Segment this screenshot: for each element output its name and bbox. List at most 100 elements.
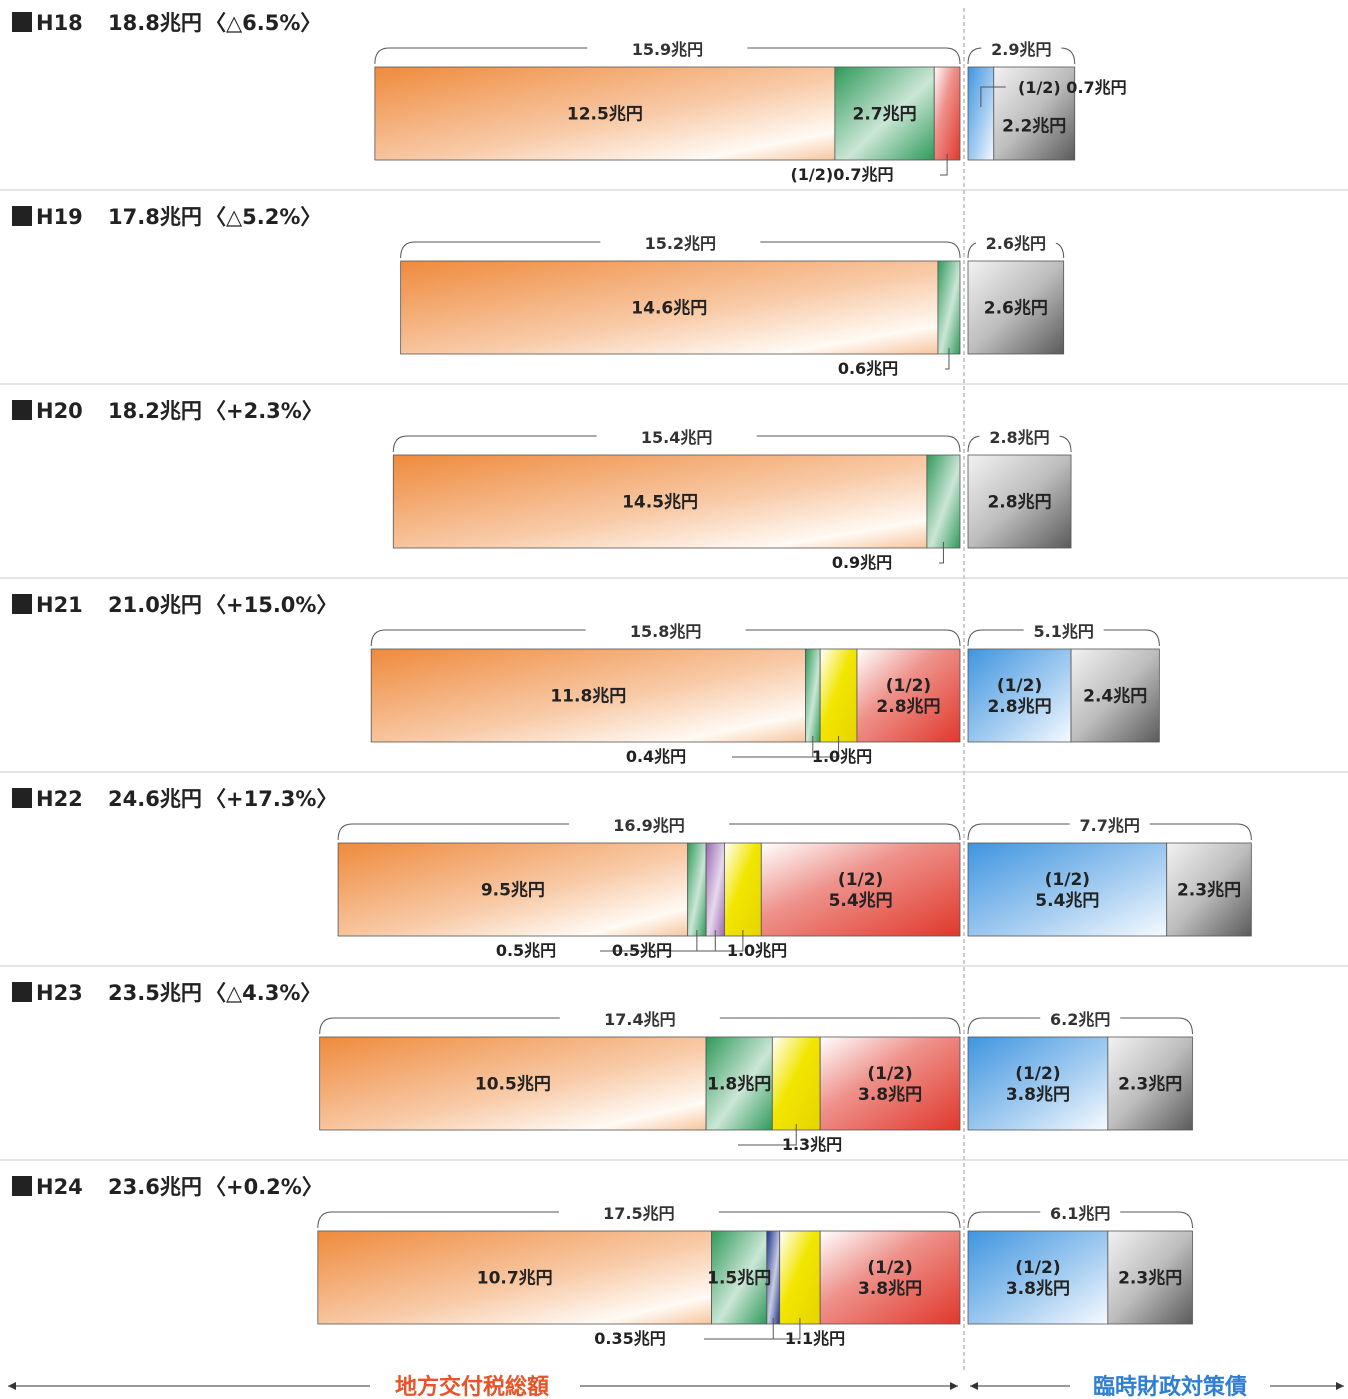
- bracket-label-bg: [600, 232, 761, 252]
- segment-callout-label: 0.9兆円: [832, 553, 892, 572]
- row-marker-square: [12, 400, 32, 420]
- callout-line: [939, 542, 944, 564]
- year-total: 23.6兆円: [108, 1175, 202, 1199]
- left-total-label: 17.5兆円: [603, 1204, 674, 1223]
- footer-label-left: 地方交付税総額: [395, 1374, 549, 1399]
- year-total: 17.8兆円: [108, 205, 202, 229]
- right-total-label: 2.9兆円: [991, 40, 1051, 59]
- year-label: H22: [36, 787, 83, 811]
- segment-callout-label: 1.0兆円: [812, 747, 872, 766]
- right-total-label: 7.7兆円: [1080, 816, 1140, 835]
- segment-label: 1.8兆円: [707, 1075, 771, 1095]
- arrow-left-icon: [970, 1382, 978, 1390]
- bar-segment-orange: [392, 454, 928, 549]
- year-change: 〈△5.2%〉: [205, 205, 321, 229]
- bracket-label-bg: [559, 1008, 720, 1028]
- bar-segment-purple: [705, 842, 725, 937]
- segment-label: (1/2) 3.8兆円: [1006, 1064, 1070, 1105]
- arrow-right-icon: [1336, 1382, 1344, 1390]
- segment-callout-label: 1.0兆円: [727, 941, 787, 960]
- row-marker-square: [12, 788, 32, 808]
- segment-label: (1/2) 3.8兆円: [858, 1064, 922, 1105]
- callout-line: [940, 154, 948, 176]
- segment-label: (1/2) 3.8兆円: [1006, 1258, 1070, 1299]
- year-label: H21: [36, 593, 83, 617]
- right-total-label: 6.2兆円: [1050, 1010, 1110, 1029]
- left-total-label: 15.8兆円: [630, 622, 701, 641]
- callout-line: [768, 736, 840, 758]
- segment-label: 14.5兆円: [622, 493, 698, 513]
- left-total-label: 16.9兆円: [613, 816, 684, 835]
- year-row-H20: H20 18.2兆円 〈+2.3%〉 15.4兆円 14.5兆円 0.9兆円 2.8兆円 2.…: [0, 399, 1348, 579]
- bracket-label-bg: [1040, 1202, 1121, 1222]
- segment-callout-label: 0.5兆円: [496, 941, 556, 960]
- segment-callout-label: 0.4兆円: [626, 747, 686, 766]
- segment-callout-label: 0.35兆円: [594, 1329, 665, 1348]
- year-label: H20: [36, 399, 83, 423]
- bar-segment-red: [856, 648, 961, 743]
- row-marker-square: [12, 982, 32, 1002]
- segment-callout-label: 1.1兆円: [785, 1329, 845, 1348]
- bar-segment-gray: [967, 454, 1072, 549]
- segment-label: (1/2) 5.4兆円: [829, 870, 893, 911]
- segment-label: 2.3兆円: [1118, 1075, 1182, 1095]
- bar-segment-green: [937, 260, 961, 355]
- left-total-label: 15.4兆円: [641, 428, 712, 447]
- segment-callout-label: (1/2) 0.7兆円: [1018, 78, 1127, 97]
- segment-callout-label: 1.3兆円: [782, 1135, 842, 1154]
- year-label: H24: [36, 1175, 83, 1199]
- segment-label: (1/2) 2.8兆円: [987, 676, 1051, 717]
- bar-segment-red: [819, 1036, 961, 1131]
- bracket-label-bg: [1069, 814, 1150, 834]
- bracket-label-bg: [569, 814, 730, 834]
- right-total-label: 5.1兆円: [1034, 622, 1094, 641]
- bracket-label-bg: [558, 1202, 719, 1222]
- bar-segment-blue: [967, 1036, 1109, 1131]
- bracket-label-bg: [981, 38, 1062, 58]
- right-total-label: 2.8兆円: [989, 428, 1049, 447]
- bar-segment-gray: [967, 260, 1065, 355]
- row-marker-square: [12, 12, 32, 32]
- segment-label: (1/2) 2.8兆円: [876, 676, 940, 717]
- bar-segment-blue: [967, 842, 1168, 937]
- footer-label-right: 臨時財政対策債: [1093, 1374, 1247, 1399]
- bar-segment-gray: [1070, 648, 1160, 743]
- left-total-label: 15.2兆円: [645, 234, 716, 253]
- row-marker-square: [12, 594, 32, 614]
- bar-segment-blue: [967, 66, 995, 161]
- bar-segment-orange: [374, 66, 836, 161]
- bar-segment-gray: [1166, 842, 1252, 937]
- bar-segment-yellow: [779, 1230, 821, 1325]
- bar-segment-blue: [967, 648, 1072, 743]
- year-change: 〈△4.3%〉: [205, 981, 321, 1005]
- segment-label: 12.5兆円: [567, 105, 643, 125]
- segment-label: 2.3兆円: [1177, 881, 1241, 901]
- bar-segment-red: [933, 66, 961, 161]
- bar-segment-yellow: [771, 1036, 821, 1131]
- left-total-label: 15.9兆円: [632, 40, 703, 59]
- segment-label: 2.6兆円: [984, 299, 1048, 319]
- bar-segment-gray: [1107, 1036, 1193, 1131]
- callout-line: [980, 86, 1006, 107]
- year-change: 〈+17.3%〉: [205, 787, 337, 811]
- year-change: 〈+0.2%〉: [205, 1175, 323, 1199]
- year-total: 23.5兆円: [108, 981, 202, 1005]
- bracket-label-bg: [585, 620, 746, 640]
- segment-label: 1.5兆円: [707, 1269, 771, 1289]
- callout-line: [738, 1124, 797, 1146]
- bar-segment-orange: [317, 1230, 713, 1325]
- year-row-H21: H21 21.0兆円 〈+15.0%〉 15.8兆円 11.8兆円 0.4兆円 1.0兆円 (…: [0, 593, 1348, 773]
- bar-segment-orange: [337, 842, 689, 937]
- bar-segment-green: [687, 842, 707, 937]
- bar-segment-blue: [967, 1230, 1109, 1325]
- segment-label: (1/2) 5.4兆円: [1035, 870, 1099, 911]
- year-label: H18: [36, 11, 83, 35]
- segment-label: 14.6兆円: [631, 299, 707, 319]
- bar-segment-green: [926, 454, 961, 549]
- year-label: H19: [36, 205, 83, 229]
- right-total-label: 6.1兆円: [1050, 1204, 1110, 1223]
- arrow-left-icon: [8, 1382, 16, 1390]
- segment-callout-label: 0.6兆円: [838, 359, 898, 378]
- segment-label: 2.3兆円: [1118, 1269, 1182, 1289]
